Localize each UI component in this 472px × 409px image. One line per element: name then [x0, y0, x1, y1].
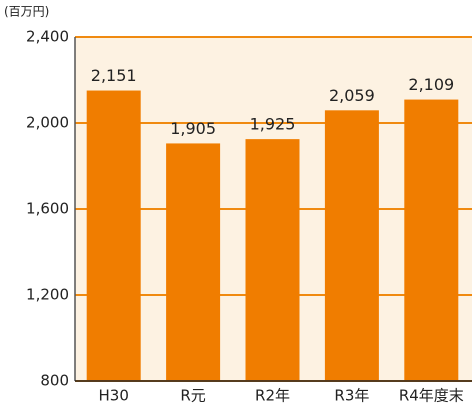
y-tick-label: 800: [40, 372, 69, 390]
x-tick-label: H30: [99, 387, 129, 405]
y-tick-label: 2,400: [26, 28, 69, 46]
bar: [245, 139, 300, 381]
value-label: 1,925: [250, 115, 296, 134]
bar: [324, 110, 379, 381]
y-tick-label: 1,200: [26, 286, 69, 304]
bar: [166, 143, 221, 381]
bar: [86, 90, 141, 381]
x-tick-label: R3年: [334, 387, 369, 405]
x-tick-label: R元: [180, 387, 205, 405]
bar: [404, 99, 459, 381]
unit-label: (百万円): [4, 5, 49, 19]
value-label: 2,151: [91, 66, 137, 85]
x-tick-label: R4年度末: [399, 387, 464, 405]
value-label: 2,109: [408, 75, 454, 94]
y-tick-label: 2,000: [26, 114, 69, 132]
x-tick-label: R2年: [255, 387, 290, 405]
value-label: 2,059: [329, 86, 375, 105]
value-label: 1,905: [170, 119, 216, 138]
y-tick-label: 1,600: [26, 200, 69, 218]
